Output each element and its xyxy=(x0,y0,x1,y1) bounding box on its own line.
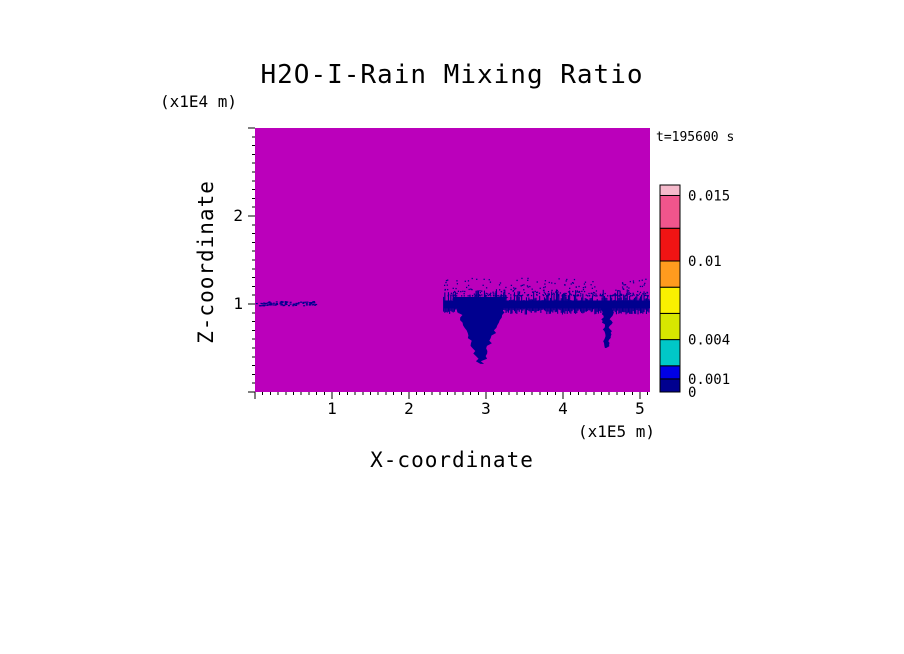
colorbar-label: 0.001 xyxy=(688,372,730,388)
rain-left-streak xyxy=(255,300,318,307)
colorbar-segment xyxy=(659,227,681,262)
rain-speckles xyxy=(443,277,649,297)
time-label: t=195600 s xyxy=(656,130,735,145)
x-axis-label: X-coordinate xyxy=(370,448,534,472)
x-tick-label: 3 xyxy=(481,399,491,418)
rain-plume xyxy=(599,304,614,348)
field-background xyxy=(255,128,650,392)
axis-ticks xyxy=(248,127,649,399)
rain-plume xyxy=(452,296,509,364)
x-tick-label: 1 xyxy=(327,399,337,418)
chart-title: H2O-I-Rain Mixing Ratio xyxy=(260,60,644,90)
colorbar-segment xyxy=(659,365,681,380)
colorbar-segment xyxy=(659,194,681,229)
colorbar-label: 0.015 xyxy=(688,188,730,204)
colorbar-segment xyxy=(659,184,681,196)
colorbar-segment xyxy=(659,378,681,393)
y-axis-label: Z-coordinate xyxy=(194,180,218,344)
x-tick-label: 4 xyxy=(558,399,568,418)
x-tick-label: 5 xyxy=(635,399,645,418)
y-tick-label: 1 xyxy=(233,294,243,313)
colorbar-label: 0.01 xyxy=(688,254,722,270)
colorbar-segment xyxy=(659,260,681,288)
colorbar-segment xyxy=(659,286,681,314)
colorbar-label: 0.004 xyxy=(688,333,730,349)
x-axis-unit: (x1E5 m) xyxy=(578,422,656,441)
rain-band-core xyxy=(443,300,650,309)
colorbar-label: 0 xyxy=(688,385,696,401)
x-tick-label: 2 xyxy=(404,399,414,418)
y-tick-label: 2 xyxy=(233,206,243,225)
colorbar-segment xyxy=(659,339,681,367)
y-axis-unit: (x1E4 m) xyxy=(160,92,238,111)
colorbar-segment xyxy=(659,312,681,341)
